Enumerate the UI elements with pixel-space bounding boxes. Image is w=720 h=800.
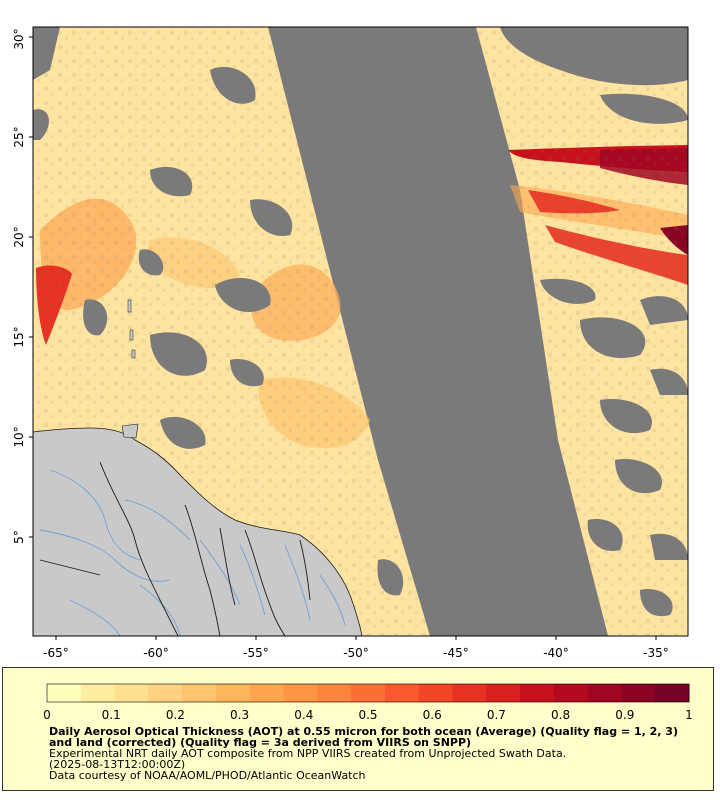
colorbar-cell xyxy=(621,684,656,702)
legend-credit: Data courtesy of NOAA/AOML/PHOD/Atlantic… xyxy=(49,769,366,782)
colorbar-tick-label: 0.4 xyxy=(294,708,313,722)
colorbar-cell xyxy=(351,684,386,702)
legend-source-line: Experimental NRT daily AOT composite fro… xyxy=(49,747,567,760)
colorbar-cell xyxy=(148,684,183,702)
lat-tick-marks xyxy=(29,36,33,538)
colorbar-cell xyxy=(80,684,116,702)
legend-text: Daily Aerosol Optical Thickness (AOT) at… xyxy=(49,726,689,781)
map-plot-area xyxy=(33,27,688,636)
legend-panel: 0 0.1 0.2 0.3 0.4 0.5 0.6 0.7 0.8 0.9 1 … xyxy=(2,667,714,791)
colorbar-cell xyxy=(283,684,318,702)
legend-title: Daily Aerosol Optical Thickness (AOT) at… xyxy=(49,725,678,749)
lon-tick-label: -35° xyxy=(643,646,669,660)
lon-axis-labels: -65° -60° -55° -50° -45° -40° -35° xyxy=(43,646,669,660)
lon-tick-marks xyxy=(55,636,657,640)
lat-tick-label: 10° xyxy=(12,426,26,447)
colorbar-cells xyxy=(47,684,690,702)
colorbar-tick-label: 0.6 xyxy=(423,708,442,722)
lon-tick-label: -45° xyxy=(443,646,469,660)
colorbar-tick-label: 0.2 xyxy=(166,708,185,722)
colorbar-cell xyxy=(452,684,487,702)
colorbar-cell xyxy=(182,684,217,702)
colorbar-tick-label: 1 xyxy=(685,708,693,722)
rivers xyxy=(39,469,346,636)
lon-tick-label: -55° xyxy=(243,646,269,660)
colorbar-tick-label: 0.5 xyxy=(358,708,377,722)
colorbar-tick-label: 0.9 xyxy=(615,708,634,722)
map-frame xyxy=(32,26,689,637)
lat-tick-label: 5° xyxy=(12,530,26,544)
lat-axis-labels: 5° 10° 15° 20° 25° 30° xyxy=(12,28,26,543)
lon-tick-label: -50° xyxy=(343,646,369,660)
colorbar: 0 0.1 0.2 0.3 0.4 0.5 0.6 0.7 0.8 0.9 1 xyxy=(43,683,693,722)
colorbar-cell xyxy=(486,684,521,702)
colorbar-frame xyxy=(46,683,690,703)
legend-date: (2025-08-13T12:00:00Z) xyxy=(49,758,186,771)
map-figure: -65° -60° -55° -50° -45° -40° -35° 5° 10… xyxy=(12,26,689,660)
land-south-america xyxy=(33,427,363,636)
colorbar-cell xyxy=(553,684,589,702)
colorbar-tick-label: 0.3 xyxy=(230,708,249,722)
lat-tick-label: 25° xyxy=(12,126,26,147)
lat-tick-label: 15° xyxy=(12,326,26,347)
colorbar-ticks: 0 0.1 0.2 0.3 0.4 0.5 0.6 0.7 0.8 0.9 1 xyxy=(43,708,693,722)
colorbar-cell xyxy=(114,684,149,702)
colorbar-tick-label: 0.7 xyxy=(487,708,506,722)
colorbar-cell xyxy=(384,684,420,702)
colorbar-cell xyxy=(215,684,251,702)
colorbar-tick-label: 0.8 xyxy=(551,708,570,722)
land-trinidad xyxy=(121,423,139,439)
country-borders xyxy=(39,461,311,636)
lat-tick-label: 20° xyxy=(12,226,26,247)
colorbar-cell xyxy=(520,684,555,702)
colorbar-cell xyxy=(317,684,352,702)
colorbar-tick-label: 0 xyxy=(43,708,51,722)
lon-tick-label: -60° xyxy=(143,646,169,660)
colorbar-tick-label: 0.1 xyxy=(102,708,121,722)
lon-tick-label: -65° xyxy=(43,646,69,660)
colorbar-cell xyxy=(249,684,285,702)
colorbar-cell xyxy=(587,684,622,702)
colorbar-cell xyxy=(655,684,690,702)
colorbar-cell xyxy=(47,684,82,702)
lat-tick-label: 30° xyxy=(12,28,26,49)
colorbar-cell xyxy=(418,684,453,702)
lon-tick-label: -40° xyxy=(543,646,569,660)
land-islands xyxy=(127,299,136,359)
